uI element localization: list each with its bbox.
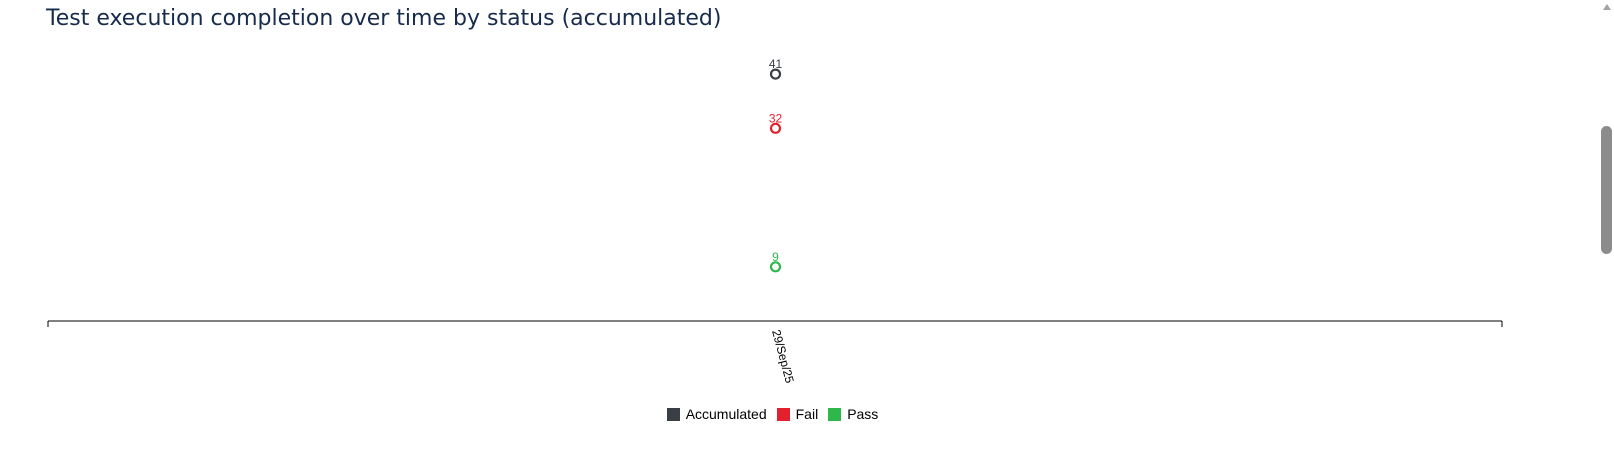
legend-swatch: [666, 407, 680, 421]
scroll-up-arrow-icon[interactable]: [1603, 4, 1611, 10]
data-label-accumulated: 41: [769, 57, 783, 71]
legend-item-fail[interactable]: Fail: [776, 406, 819, 422]
chart-title: Test execution completion over time by s…: [46, 6, 722, 31]
chart-plot: 29/Sep/25 41 32 9: [47, 57, 1503, 385]
point-accumulated[interactable]: [769, 68, 782, 80]
legend-label: Fail: [795, 406, 819, 422]
legend-label: Accumulated: [685, 406, 767, 422]
legend-swatch: [776, 407, 790, 421]
x-tick-label: 29/Sep/25: [769, 328, 797, 385]
series-points: 41 32 9: [769, 57, 783, 273]
scrollbar-thumb[interactable]: [1601, 126, 1612, 254]
legend-swatch: [828, 407, 842, 421]
chart-legend: Accumulated Fail Pass: [0, 406, 1545, 422]
point-fail[interactable]: [769, 122, 782, 134]
legend-label: Pass: [847, 406, 879, 422]
legend-item-accumulated[interactable]: Accumulated: [666, 406, 767, 422]
vertical-scrollbar[interactable]: [1600, 0, 1614, 467]
point-pass[interactable]: [769, 261, 782, 273]
data-label-pass: 9: [772, 250, 779, 264]
data-label-fail: 32: [769, 111, 783, 125]
x-axis: 29/Sep/25: [47, 320, 1503, 385]
legend-item-pass[interactable]: Pass: [828, 406, 878, 422]
